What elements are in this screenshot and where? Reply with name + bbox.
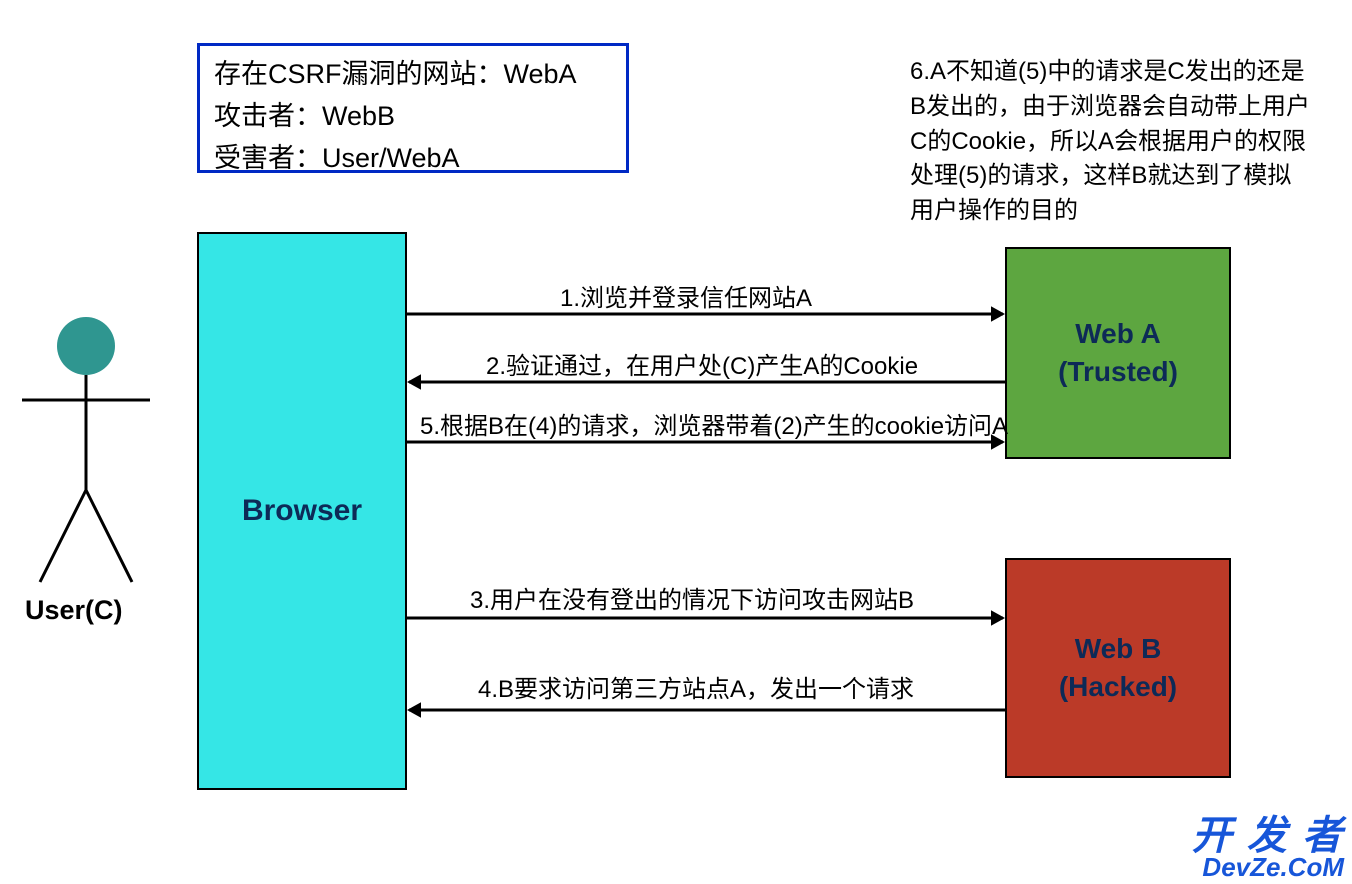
arrow-label-2: 2.验证通过，在用户处(C)产生A的Cookie: [486, 346, 918, 381]
arrow-label-5: 5.根据B在(4)的请求，浏览器带着(2)产生的cookie访问A: [420, 406, 1008, 441]
watermark: 开 发 者 DevZe.CoM: [1192, 817, 1344, 880]
watermark-line1: 开 发 者: [1192, 817, 1344, 855]
arrow-label-1: 1.浏览并登录信任网站A: [560, 278, 812, 313]
browser-node: Browser: [197, 232, 407, 790]
arrow-label-3: 3.用户在没有登出的情况下访问攻击网站B: [470, 580, 914, 615]
web-a-node: Web A (Trusted): [1005, 247, 1231, 459]
web-b-line2: (Hacked): [1059, 668, 1177, 706]
web-b-node: Web B (Hacked): [1005, 558, 1231, 778]
note-step-6: 6.A不知道(5)中的请求是C发出的还是B发出的，由于浏览器会自动带上用户C的C…: [910, 55, 1310, 229]
browser-label: Browser: [242, 494, 362, 528]
arrow-label-4: 4.B要求访问第三方站点A，发出一个请求: [478, 669, 914, 704]
legend-box: 存在CSRF漏洞的网站：WebA 攻击者：WebB 受害者：User/WebA: [197, 43, 629, 173]
legend-line-1: 存在CSRF漏洞的网站：WebA: [214, 54, 612, 96]
legend-line-3: 受害者：User/WebA: [214, 138, 612, 180]
web-a-line2: (Trusted): [1058, 353, 1178, 391]
legend-line-2: 攻击者：WebB: [214, 96, 612, 138]
watermark-line2: DevZe.CoM: [1192, 855, 1344, 880]
web-b-line1: Web B: [1075, 630, 1162, 668]
web-a-line1: Web A: [1075, 315, 1161, 353]
user-label: User(C): [25, 595, 123, 626]
